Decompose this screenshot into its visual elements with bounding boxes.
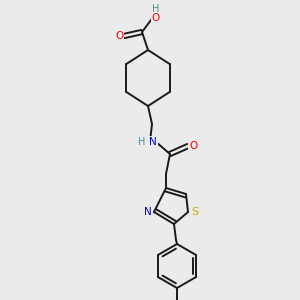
Text: O: O [189,141,197,151]
Text: O: O [115,31,123,41]
Text: H: H [152,4,160,14]
Text: N: N [149,137,157,147]
Text: N: N [144,207,152,217]
Text: O: O [152,13,160,23]
Text: S: S [191,207,199,217]
Text: H: H [138,137,146,147]
